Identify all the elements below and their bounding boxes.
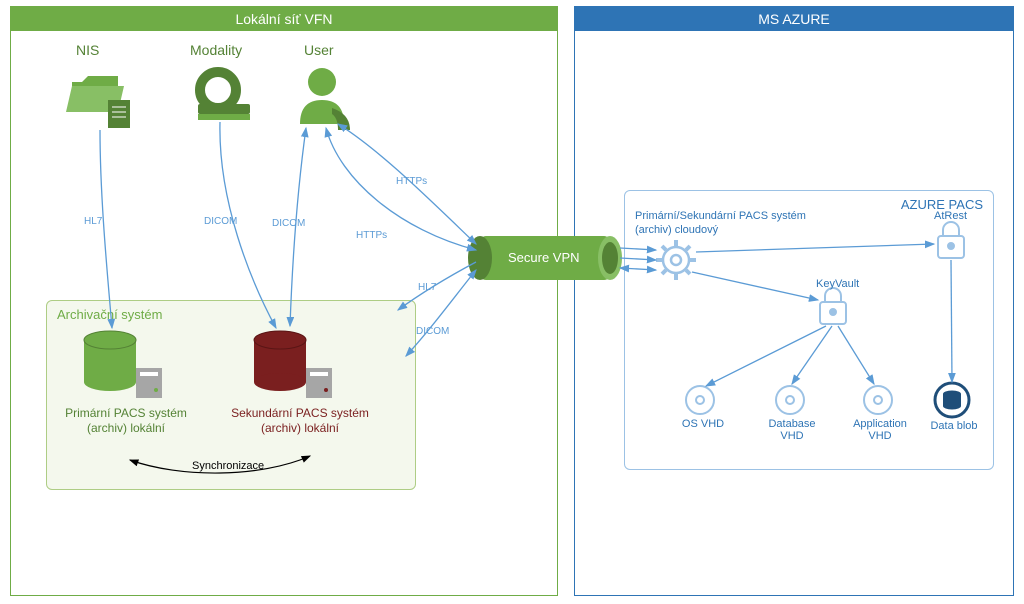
secondary-pacs-label: Sekundární PACS systém (archiv) lokální <box>220 406 380 436</box>
dicom-label-1: DICOM <box>204 216 237 227</box>
keyvault-label: KeyVault <box>816 278 859 290</box>
dicom-label-3: DICOM <box>416 326 449 337</box>
modality-label: Modality <box>190 42 242 58</box>
nis-label: NIS <box>76 42 99 58</box>
dicom-label-2: DICOM <box>272 218 305 229</box>
os-vhd-label: OS VHD <box>678 418 728 430</box>
db-vhd-label: Database VHD <box>760 418 824 442</box>
hl7-label-2: HL7 <box>418 282 436 293</box>
vpn-label: Secure VPN <box>508 250 580 265</box>
https-label-2: HTTPs <box>396 176 427 187</box>
azure-pacs-subtitle: Primární/Sekundární PACS systém (archiv)… <box>635 209 815 238</box>
azure-panel-title: MS AZURE <box>575 7 1013 31</box>
https-label-1: HTTPs <box>356 230 387 241</box>
hl7-label-1: HL7 <box>84 216 102 227</box>
user-label: User <box>304 42 334 58</box>
app-vhd-label: Application VHD <box>844 418 916 442</box>
data-blob-label: Data blob <box>926 420 982 432</box>
atrest-label: AtRest <box>934 210 967 222</box>
archive-system-title: Archivační systém <box>57 307 162 322</box>
local-panel-title: Lokální síť VFN <box>11 7 557 31</box>
sync-label: Synchronizace <box>192 460 264 472</box>
primary-pacs-label: Primární PACS systém (archiv) lokální <box>56 406 196 436</box>
